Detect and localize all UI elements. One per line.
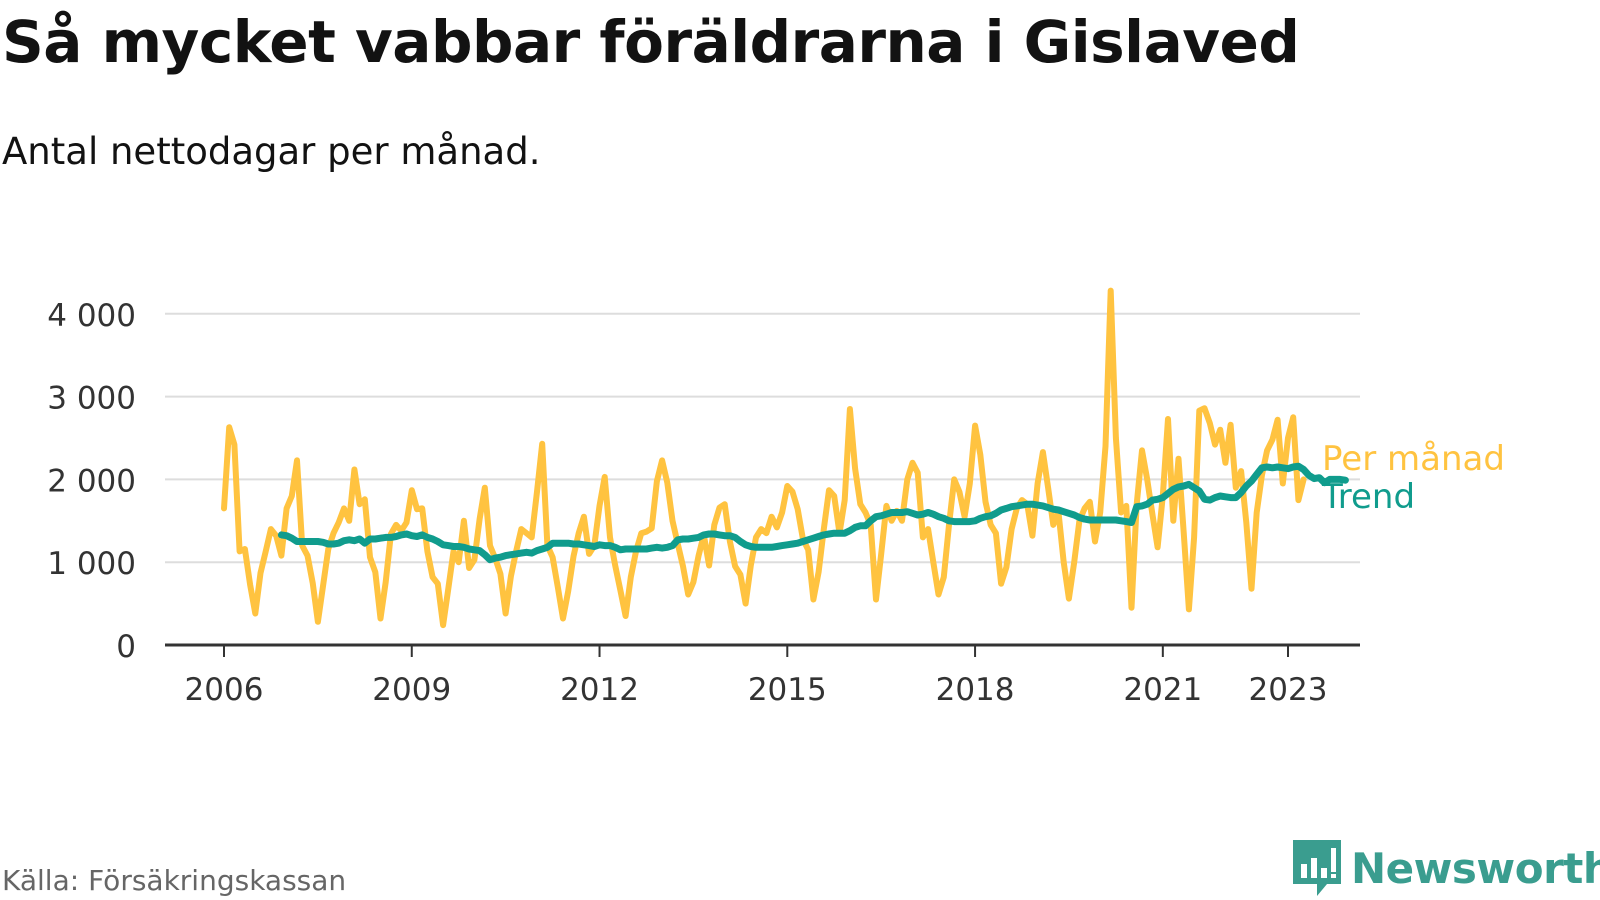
x-tick-label: 2009: [372, 672, 451, 708]
x-tick-label: 2018: [936, 672, 1015, 708]
x-tick-label: 2015: [748, 672, 827, 708]
x-tick-label: 2012: [560, 672, 639, 708]
series-line-trend: [277, 462, 1349, 564]
legend-label-per-manad: Per månad: [1322, 439, 1505, 479]
newsworthy-logo-icon: [1293, 840, 1341, 896]
brand-logo: Newsworthy: [1293, 840, 1600, 896]
gridlines: [165, 312, 1360, 564]
y-tick-label: 4 000: [47, 298, 136, 334]
series-line-per-manad: [221, 287, 1307, 629]
y-tick-label: 1 000: [47, 546, 136, 582]
y-tick-label: 0: [116, 629, 136, 665]
x-tick-label: 2023: [1249, 672, 1328, 708]
chart-subtitle: Antal nettodagar per månad.: [2, 130, 541, 173]
x-tick-label: 2021: [1123, 672, 1202, 708]
source-note: Källa: Försäkringskassan: [2, 864, 347, 897]
chart-title: Så mycket vabbar föräldrarna i Gislaved: [2, 8, 1300, 76]
x-axis-tick-labels: 2006 2009 2012 2015 2018 2021 2023: [185, 645, 1328, 708]
series-lines: [221, 287, 1349, 629]
y-axis-tick-labels: 0 1 000 2 000 3 000 4 000: [47, 298, 136, 665]
brand-name: Newsworthy: [1351, 843, 1600, 893]
x-tick-label: 2006: [185, 672, 264, 708]
y-tick-label: 3 000: [47, 381, 136, 417]
y-tick-label: 2 000: [47, 463, 136, 499]
legend-label-trend: Trend: [1321, 477, 1415, 517]
